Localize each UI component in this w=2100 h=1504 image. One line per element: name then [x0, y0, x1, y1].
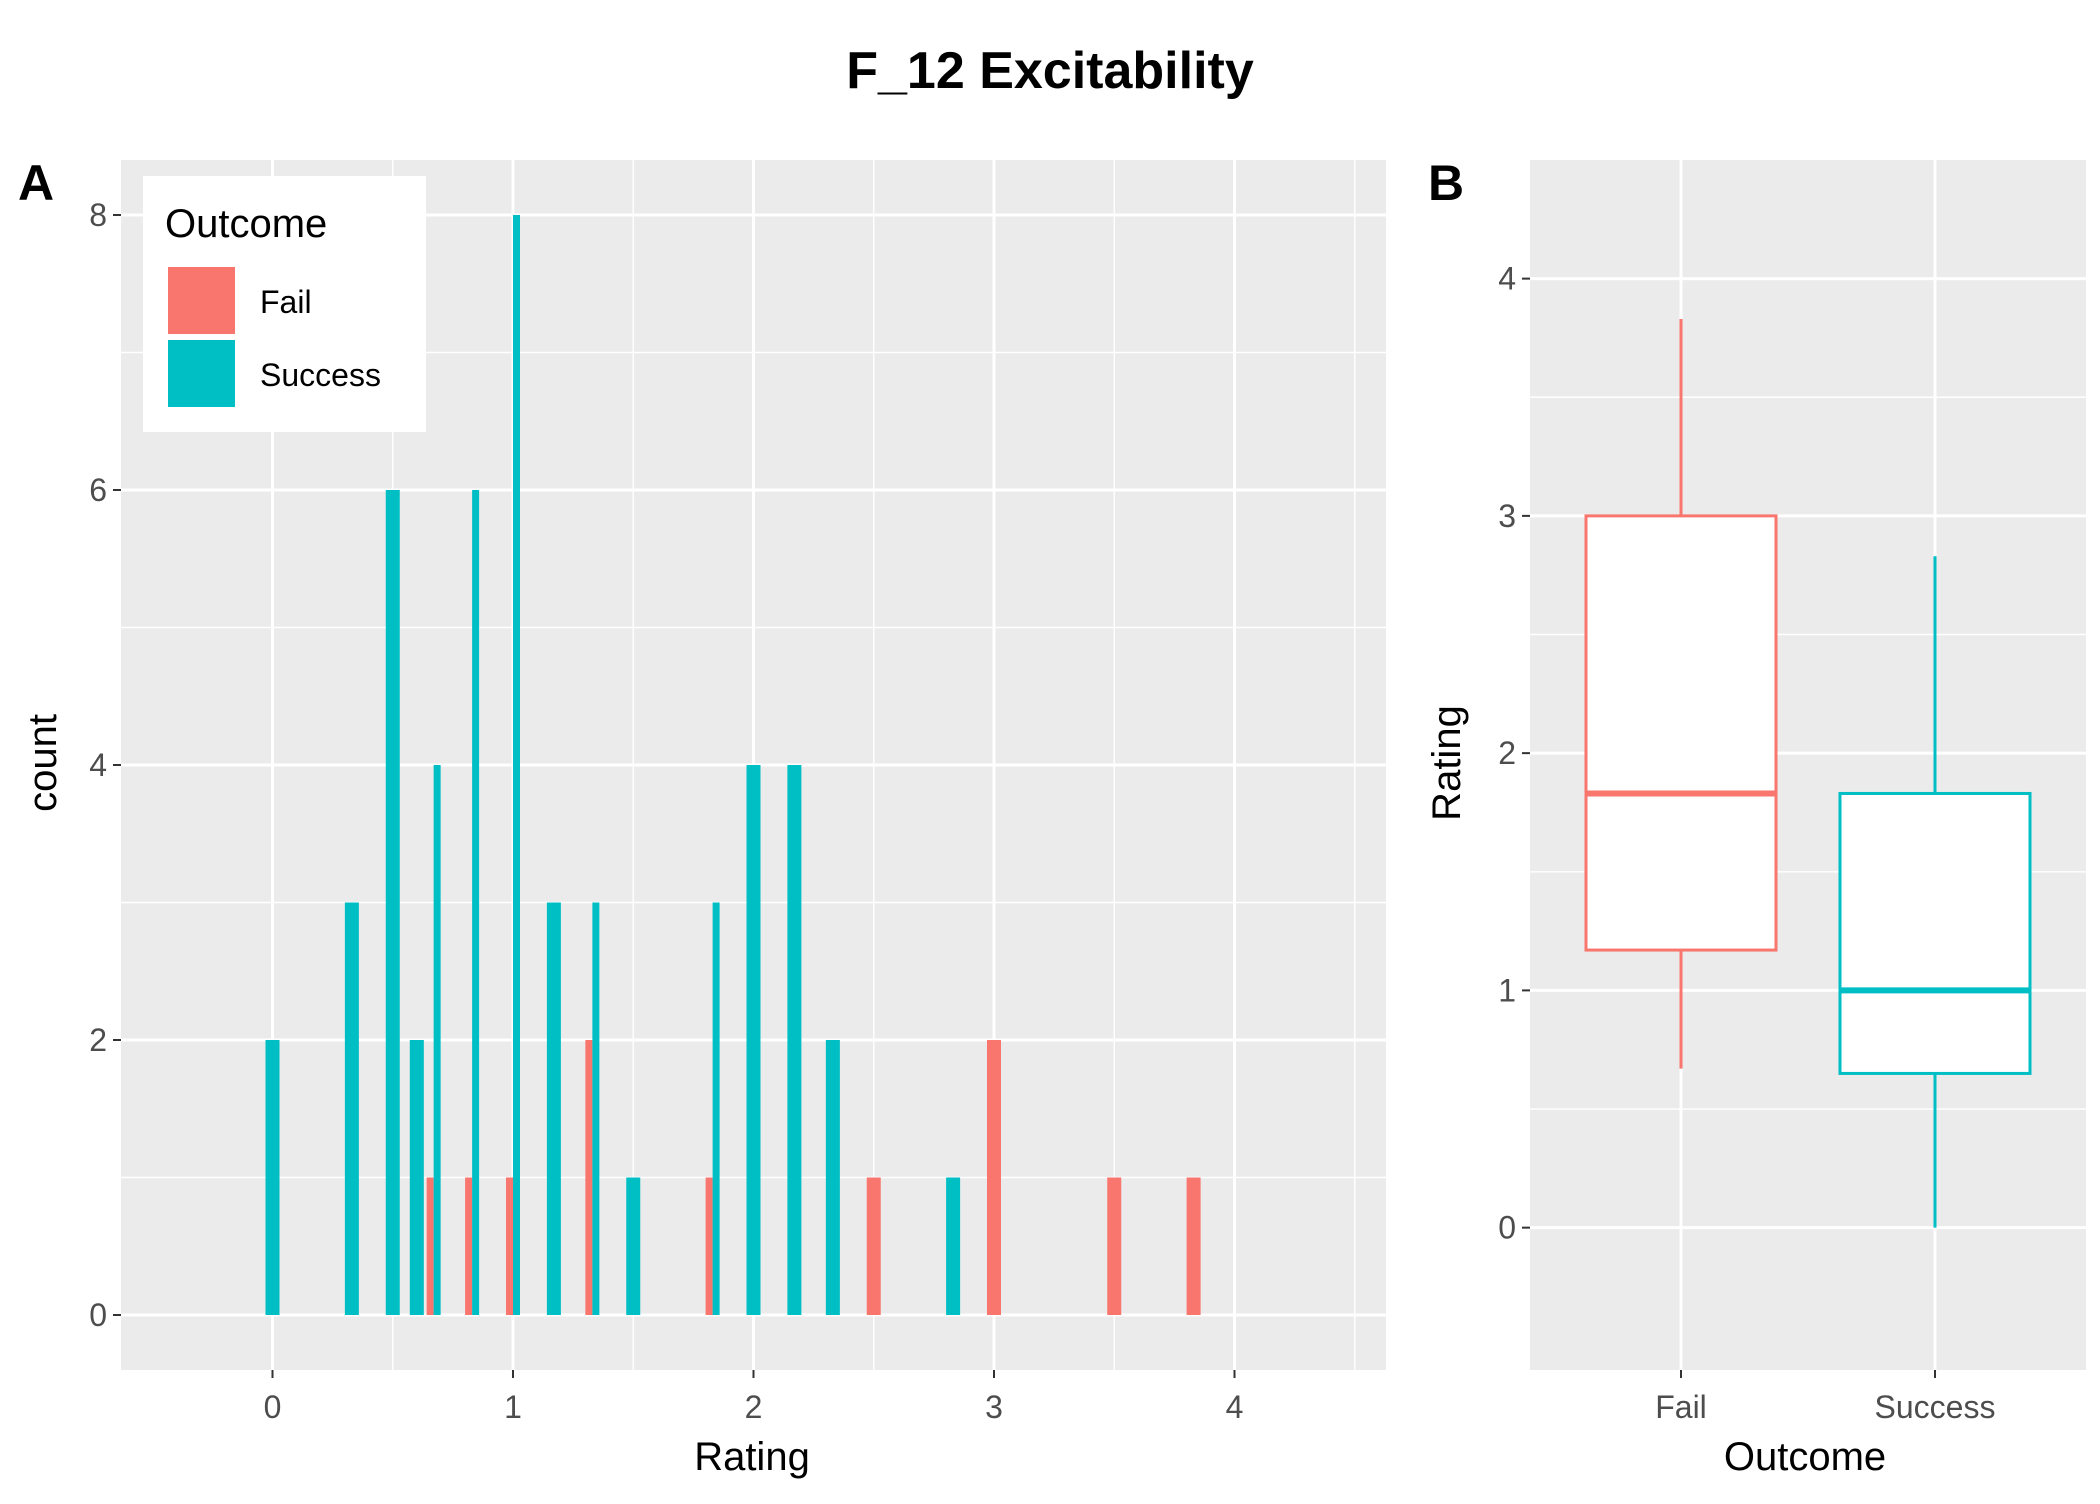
- panel-b-y-tick-label: 0: [1498, 1210, 1516, 1246]
- panel-b-y-tick-label: 3: [1498, 498, 1516, 534]
- histogram-bar-fail: [426, 1177, 434, 1315]
- chart-title: F_12 Excitability: [846, 42, 1254, 100]
- panel-a-x-tick-label: 2: [745, 1389, 763, 1425]
- histogram-bar-fail: [1186, 1177, 1201, 1315]
- panel-b-x-tick-label: Success: [1875, 1389, 1996, 1425]
- histogram-bar-success: [433, 765, 441, 1315]
- panel-a-y-tick-label: 0: [89, 1297, 107, 1333]
- legend-label-success: Success: [260, 357, 381, 393]
- panel-b-boxplot: 0 1 2 3 4 Fail Success: [1498, 160, 2086, 1425]
- histogram-bar-fail: [585, 1040, 593, 1315]
- panel-a-y-tick-label: 2: [89, 1022, 107, 1058]
- panel-a-x-tick-label: 1: [504, 1389, 522, 1425]
- panel-b-y-tick-label: 1: [1498, 972, 1516, 1008]
- boxplot-box-success: [1838, 791, 2032, 1075]
- histogram-bar-success: [265, 1040, 280, 1315]
- panel-b-y-tick-label: 2: [1498, 735, 1516, 771]
- histogram-bar-success: [409, 1040, 424, 1315]
- histogram-bar-success: [592, 902, 600, 1315]
- histogram-bar-success: [344, 902, 359, 1315]
- histogram-bar-fail: [465, 1177, 473, 1315]
- histogram-bar-success: [946, 1177, 961, 1315]
- legend-swatch-success: [168, 340, 235, 407]
- histogram-bar-success: [385, 490, 400, 1315]
- histogram-bar-success: [825, 1040, 840, 1315]
- histogram-bar-fail: [1107, 1177, 1122, 1315]
- panel-b-y-axis-title: Rating: [1425, 705, 1469, 821]
- panel-a-x-tick-label: 3: [985, 1389, 1003, 1425]
- panel-a-y-tick-label: 6: [89, 472, 107, 508]
- legend-swatch-fail: [168, 267, 235, 334]
- legend-label-fail: Fail: [260, 284, 312, 320]
- panel-a-y-tick-label: 4: [89, 747, 107, 783]
- panel-a-y-axis-title: count: [21, 714, 65, 812]
- histogram-bar-fail: [866, 1177, 881, 1315]
- histogram-bar-success: [472, 490, 480, 1315]
- histogram-bar-fail: [506, 1177, 514, 1315]
- histogram-bar-fail: [705, 1177, 713, 1315]
- panel-a-x-tick-label: 0: [264, 1389, 282, 1425]
- histogram-bar-success: [787, 765, 802, 1315]
- histogram-bar-success: [546, 902, 561, 1315]
- histogram-bar-fail: [986, 1040, 1001, 1315]
- histogram-bar-success: [746, 765, 761, 1315]
- panel-b-x-tick-label: Fail: [1655, 1389, 1707, 1425]
- panel-a-x-axis-title: Rating: [694, 1435, 810, 1479]
- panel-b-x-axis-title: Outcome: [1724, 1435, 1886, 1479]
- histogram-bar-success: [513, 215, 521, 1315]
- panel-a-y-tick-label: 8: [89, 197, 107, 233]
- histogram-bar-success: [712, 902, 720, 1315]
- panel-a-tag: A: [18, 155, 54, 211]
- legend: Outcome Fail Success: [143, 176, 426, 432]
- panel-b-y-tick-label: 4: [1498, 261, 1516, 297]
- histogram-bar-success: [626, 1177, 641, 1315]
- boxplot-box-fail: [1584, 514, 1778, 952]
- panel-b-tag: B: [1428, 155, 1464, 211]
- legend-title: Outcome: [165, 202, 327, 246]
- panel-a-x-tick-label: 4: [1226, 1389, 1244, 1425]
